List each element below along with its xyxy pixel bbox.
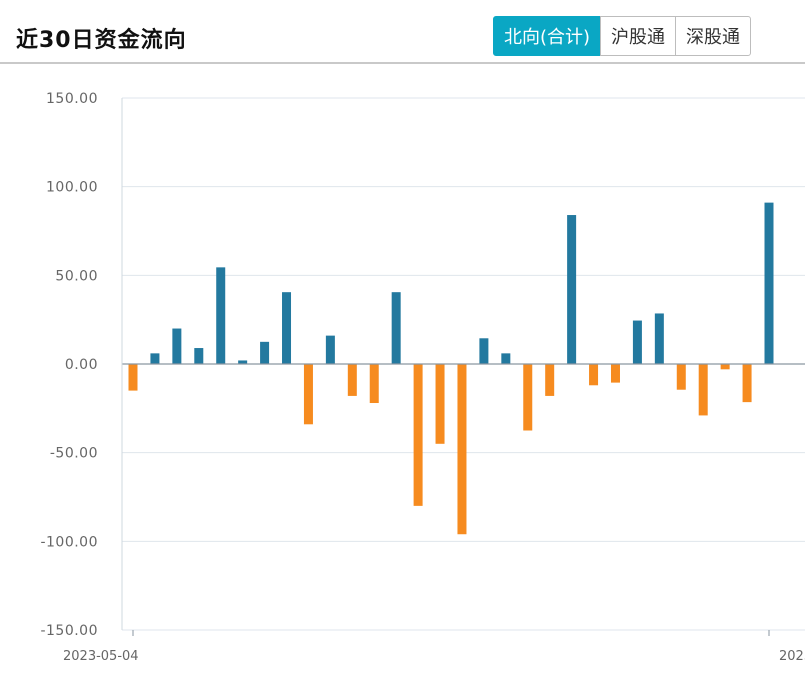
bar[interactable]	[238, 360, 248, 364]
bar[interactable]	[610, 364, 620, 383]
market-tabs: 北向(合计) 沪股通 深股通	[493, 16, 752, 56]
header: 近30日资金流向 北向(合计) 沪股通 深股通	[0, 0, 805, 64]
bar[interactable]	[347, 364, 357, 396]
bar[interactable]	[479, 338, 489, 364]
bar[interactable]	[698, 364, 708, 416]
bar[interactable]	[676, 364, 686, 390]
bar[interactable]	[303, 364, 313, 425]
bar[interactable]	[764, 202, 774, 364]
bars	[128, 202, 774, 535]
y-tick-label: 150.00	[46, 91, 98, 107]
grid-lines	[122, 97, 805, 631]
x-tick-label: 2023-06-15	[779, 649, 805, 664]
bar[interactable]	[742, 364, 752, 403]
bar[interactable]	[632, 320, 642, 364]
bar-chart-svg: 150.00 100.00 50.00 0.00 -50.00 -100.00 -150.0…	[40, 91, 805, 664]
bar[interactable]	[589, 364, 599, 386]
bar[interactable]	[720, 364, 730, 370]
tab-shenzhen-connect[interactable]: 深股通	[675, 16, 752, 56]
axes: 150.00 100.00 50.00 0.00 -50.00 -100.00 -150.0…	[40, 91, 805, 664]
bar[interactable]	[523, 364, 533, 431]
bar[interactable]	[545, 364, 555, 396]
bar[interactable]	[501, 353, 511, 364]
bar[interactable]	[654, 313, 664, 364]
tab-northbound-total[interactable]: 北向(合计)	[493, 16, 602, 56]
y-tick-label: -50.00	[50, 446, 98, 462]
bar[interactable]	[260, 341, 270, 364]
bar[interactable]	[457, 364, 467, 535]
bar[interactable]	[413, 364, 423, 506]
y-tick-label: -150.00	[40, 623, 98, 639]
y-tick-label: -100.00	[40, 534, 98, 550]
bar[interactable]	[172, 328, 182, 364]
bar[interactable]	[325, 335, 335, 364]
bar[interactable]	[194, 348, 204, 364]
tab-shanghai-connect[interactable]: 沪股通	[600, 16, 677, 56]
bar[interactable]	[369, 364, 379, 404]
fund-flow-chart: 150.00 100.00 50.00 0.00 -50.00 -100.00 -150.0…	[0, 66, 805, 682]
page-title: 近30日资金流向	[16, 28, 187, 53]
bar[interactable]	[391, 292, 401, 364]
y-tick-label: 50.00	[55, 268, 98, 284]
x-tick-label: 2023-05-04	[63, 649, 139, 664]
bar[interactable]	[150, 353, 160, 364]
bar[interactable]	[216, 267, 226, 364]
bar[interactable]	[435, 364, 445, 444]
bar[interactable]	[128, 364, 138, 391]
bar[interactable]	[567, 215, 577, 364]
bar[interactable]	[282, 292, 292, 364]
y-tick-label: 100.00	[46, 180, 98, 196]
y-tick-label: 0.00	[65, 357, 98, 373]
